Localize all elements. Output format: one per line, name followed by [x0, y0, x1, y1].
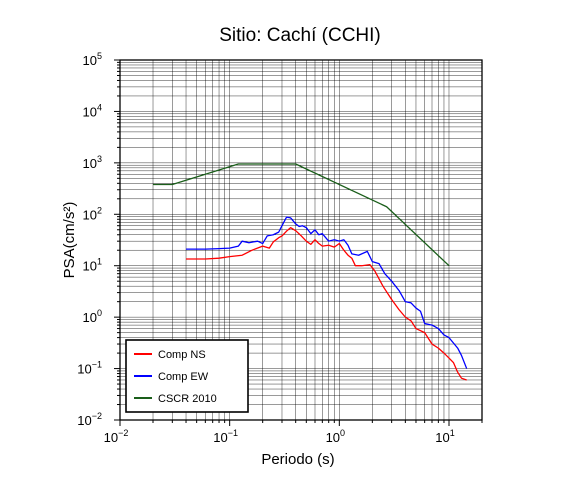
y-tick-label: 100	[83, 308, 102, 325]
tick-labels: 10−2 10−1 100 101 10−2 10−1 100 101 102 103 104 105	[77, 51, 454, 445]
series-line-3	[153, 163, 450, 267]
axis-ticks	[114, 59, 483, 426]
legend-label: Comp EW	[158, 371, 209, 383]
legend: Comp NS Comp EW CSCR 2010	[125, 339, 249, 413]
grid	[119, 59, 483, 421]
y-tick-label: 104	[83, 102, 102, 119]
y-tick-label: 105	[83, 51, 102, 68]
y-tick-label: 103	[83, 154, 102, 171]
x-tick-label: 10−2	[104, 428, 129, 445]
x-axis-label: Periodo (s)	[261, 451, 334, 468]
y-tick-label: 10−2	[77, 411, 102, 428]
plot-frame	[119, 59, 483, 421]
y-axis-label: PSA(cm/s²)	[61, 202, 78, 279]
y-tick-label: 10−1	[77, 360, 102, 377]
x-tick-label: 100	[326, 428, 345, 445]
legend-label: Comp NS	[158, 349, 206, 361]
chart-title: Sitio: Cachí (CCHI)	[219, 25, 381, 46]
y-tick-label: 102	[83, 205, 102, 222]
legend-label: CSCR 2010	[158, 393, 217, 405]
y-tick-label: 101	[83, 257, 102, 274]
x-tick-label: 10−1	[213, 428, 238, 445]
data-series	[153, 163, 468, 381]
series-line-1	[186, 226, 467, 381]
series-line-2	[186, 216, 468, 369]
x-tick-label: 101	[435, 428, 454, 445]
